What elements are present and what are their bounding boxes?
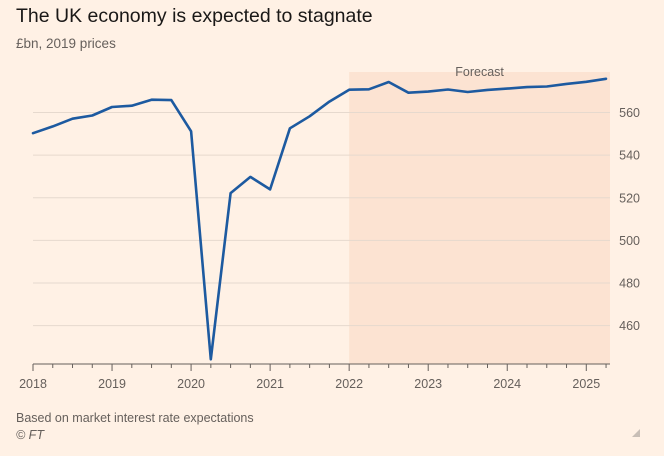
y-tick-label: 540 [619, 149, 640, 163]
resize-handle-icon[interactable] [632, 429, 640, 437]
x-tick-label: 2019 [98, 377, 126, 391]
x-tick-label: 2025 [572, 377, 600, 391]
x-tick-label: 2021 [256, 377, 284, 391]
x-tick-label: 2023 [414, 377, 442, 391]
forecast-label: Forecast [455, 65, 504, 79]
chart-subtitle: £bn, 2019 prices [16, 36, 116, 51]
x-tick-label: 2024 [493, 377, 521, 391]
y-tick-label: 560 [619, 106, 640, 120]
y-tick-label: 520 [619, 191, 640, 205]
x-tick-label: 2018 [19, 377, 47, 391]
y-tick-label: 500 [619, 234, 640, 248]
x-tick-label: 2020 [177, 377, 205, 391]
y-tick-label: 480 [619, 277, 640, 291]
chart-note: Based on market interest rate expectatio… [16, 411, 254, 425]
chart-source: © FT [16, 428, 44, 442]
forecast-region [349, 72, 610, 364]
chart-title: The UK economy is expected to stagnate [16, 5, 373, 27]
series-line-gdp [31, 77, 608, 361]
y-tick-label: 460 [619, 319, 640, 333]
x-tick-label: 2022 [335, 377, 363, 391]
